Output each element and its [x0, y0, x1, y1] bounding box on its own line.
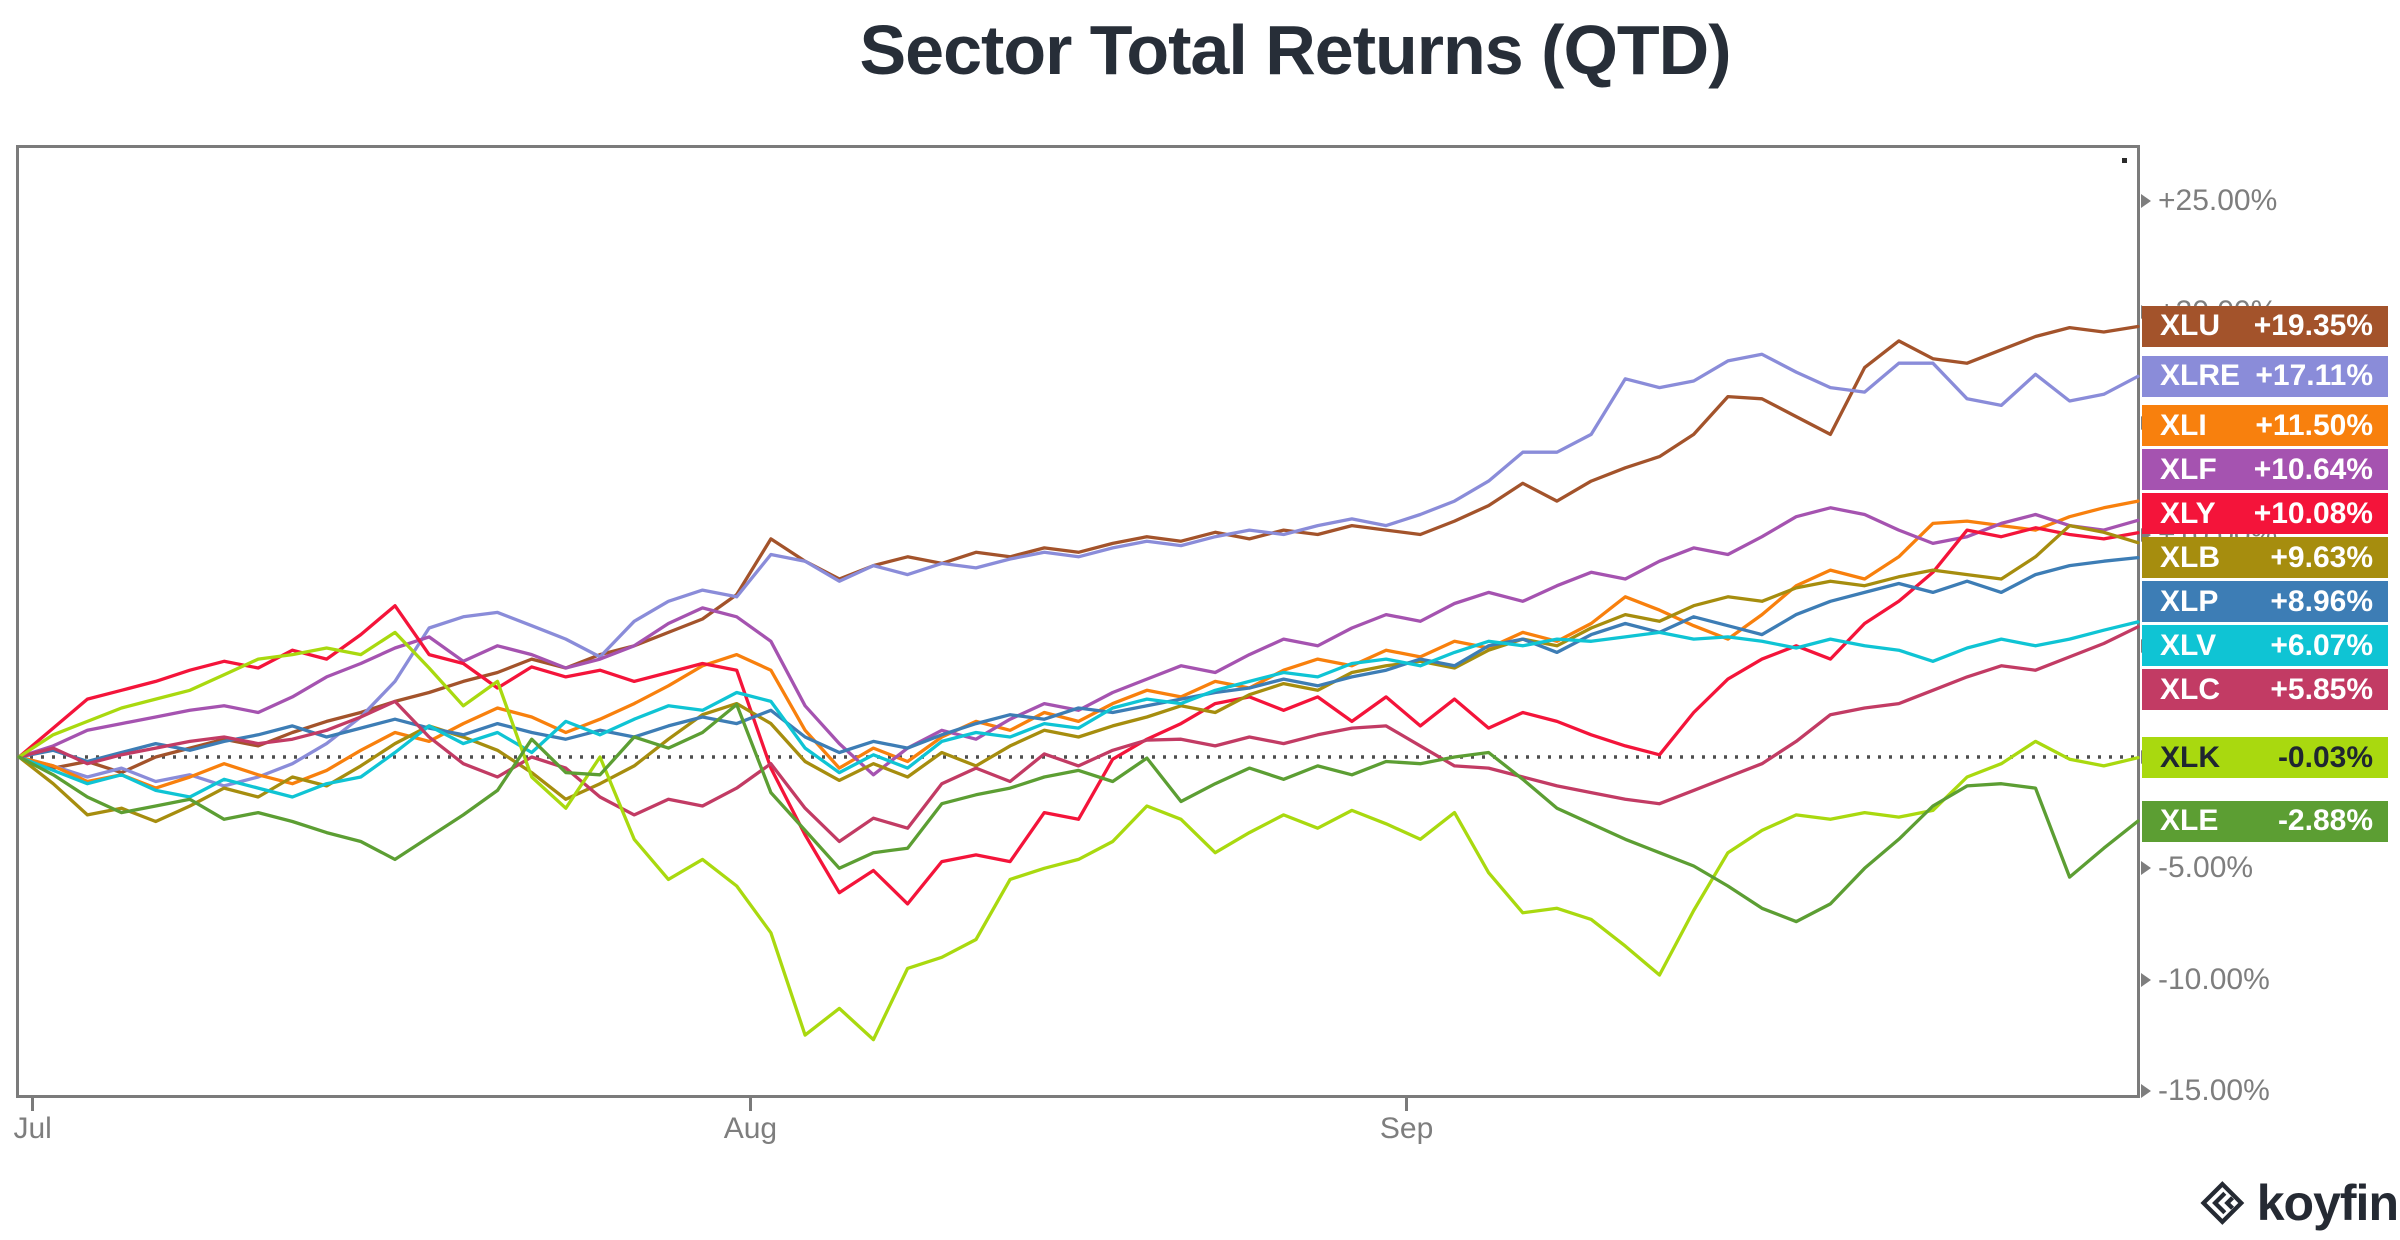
legend-chip-XLB[interactable]: XLB +9.63%	[2142, 537, 2388, 579]
series-line-XLI[interactable]	[17, 499, 2140, 790]
legend-return-value: +6.07%	[2270, 628, 2373, 662]
koyfin-logo-text: koyfin	[2256, 1175, 2399, 1231]
x-tick-label-sep: Sep	[1379, 1112, 1434, 1145]
legend-chip-XLP[interactable]: XLP +8.96%	[2142, 581, 2388, 623]
series-line-XLY[interactable]	[17, 526, 2140, 906]
legend-ticker: XLF	[2160, 452, 2217, 486]
legend-return-value: +19.35%	[2253, 309, 2373, 343]
y-tick-arrow-icon	[2141, 972, 2151, 987]
series-line-XLK[interactable]	[17, 630, 2140, 1042]
legend-chip-XLI[interactable]: XLI +11.50%	[2142, 405, 2388, 447]
y-tick-label: -10.00%	[2158, 962, 2270, 996]
cursor-artifact-dot	[2122, 158, 2127, 163]
legend-chip-XLC[interactable]: XLC +5.85%	[2142, 669, 2388, 711]
legend-chip-XLK[interactable]: XLK -0.03%	[2142, 737, 2388, 779]
legend-ticker: XLRE	[2160, 359, 2241, 393]
x-tick-label-aug: Aug	[723, 1112, 778, 1145]
legend-chip-XLF[interactable]: XLF +10.64%	[2142, 449, 2388, 491]
series-line-XLRE[interactable]	[17, 352, 2140, 788]
series-line-XLE[interactable]	[17, 702, 2140, 924]
sector-returns-line-chart	[17, 324, 2140, 1042]
x-tick-mark	[1405, 1098, 1409, 1111]
legend-chip-XLRE[interactable]: XLRE +17.11%	[2142, 355, 2388, 397]
legend-ticker: XLP	[2160, 584, 2219, 618]
legend-ticker: XLC	[2160, 672, 2220, 706]
legend-ticker: XLY	[2160, 496, 2216, 530]
legend-ticker: XLE	[2160, 804, 2219, 838]
series-line-XLF[interactable]	[17, 506, 2140, 777]
y-tick-arrow-icon	[2141, 193, 2151, 208]
series-line-XLB[interactable]	[17, 523, 2140, 824]
x-tick-label-jul: Jul	[13, 1112, 52, 1145]
legend-ticker: XLI	[2160, 408, 2207, 442]
koyfin-logo-icon	[2200, 1181, 2245, 1225]
y-tick-label: +25.00%	[2158, 183, 2278, 217]
legend-return-value: +8.96%	[2270, 584, 2373, 618]
x-tick-mark	[748, 1098, 752, 1111]
legend-return-value: +9.63%	[2270, 540, 2373, 574]
legend-return-value: +11.50%	[2255, 408, 2373, 442]
y-tick-arrow-icon	[2141, 861, 2151, 876]
series-line-XLV[interactable]	[17, 620, 2140, 799]
y-tick-arrow-icon	[2141, 527, 2151, 542]
series-line-XLP[interactable]	[17, 555, 2140, 764]
legend-return-value: -2.88%	[2277, 804, 2373, 838]
legend-chip-XLV[interactable]: XLV +6.07%	[2142, 625, 2388, 667]
page-title: Sector Total Returns (QTD)	[859, 11, 1731, 89]
legend-return-value: -0.03%	[2277, 740, 2373, 774]
legend-ticker: XLU	[2160, 309, 2220, 343]
legend-chip-XLE[interactable]: XLE -2.88%	[2142, 800, 2388, 842]
legend-ticker: XLV	[2160, 628, 2217, 662]
legend-ticker: XLK	[2160, 740, 2220, 774]
legend-chip-XLY[interactable]: XLY +10.08%	[2142, 493, 2388, 535]
koyfin-watermark: koyfin	[2198, 1172, 2399, 1234]
legend-return-value: +17.11%	[2255, 359, 2373, 393]
x-tick-mark	[31, 1098, 35, 1111]
legend-ticker: XLB	[2160, 540, 2220, 574]
legend-return-value: +10.08%	[2253, 496, 2373, 530]
series-line-XLU[interactable]	[17, 324, 2140, 775]
legend-chip-XLU[interactable]: XLU +19.35%	[2142, 305, 2388, 347]
y-tick-arrow-icon	[2141, 1083, 2151, 1098]
legend-return-value: +5.85%	[2270, 672, 2373, 706]
y-tick-label: -15.00%	[2158, 1073, 2270, 1107]
y-tick-label: -5.00%	[2158, 851, 2254, 885]
legend-return-value: +10.64%	[2253, 452, 2373, 486]
series-line-XLC[interactable]	[17, 625, 2140, 844]
